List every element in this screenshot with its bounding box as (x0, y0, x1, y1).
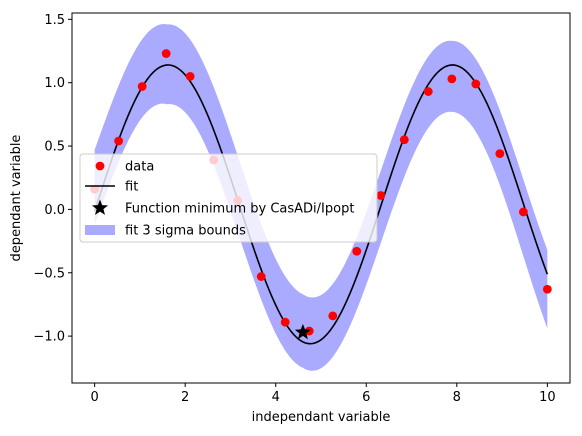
y-tick-label: −0.5 (33, 266, 65, 281)
x-tick-label: 8 (453, 390, 461, 405)
data-point (471, 79, 481, 89)
legend-box (79, 153, 378, 243)
data-point (376, 191, 386, 200)
data-point (495, 149, 505, 159)
y-axis-ticks: −1.0 −0.5 0.0 0.5 1.0 1.5 (33, 13, 72, 345)
y-tick-label: −1.0 (33, 330, 65, 345)
y-tick-label: 0.0 (44, 203, 65, 218)
x-axis-ticks: 0 2 4 6 8 10 (90, 383, 556, 405)
data-point (542, 284, 552, 294)
data-point (114, 136, 124, 146)
y-tick-label: 1.5 (44, 13, 65, 28)
data-point (352, 246, 362, 256)
x-tick-label: 4 (272, 390, 280, 405)
y-tick-label: 1.0 (44, 76, 65, 91)
data-point (328, 311, 338, 321)
data-point (137, 82, 147, 91)
sigma-band (94, 24, 548, 371)
x-tick-label: 0 (90, 390, 98, 405)
y-axis-label: dependant variable (9, 135, 24, 262)
axes-frame (71, 12, 571, 384)
legend-label: Function minimum by CasADi/Ipopt (125, 202, 354, 217)
fit-line (93, 64, 549, 345)
minimum-star-marker (294, 323, 311, 340)
data-point (280, 317, 290, 327)
legend-label: fit (125, 180, 138, 195)
legend-label: fit 3 sigma bounds (125, 224, 246, 239)
data-point (518, 207, 528, 217)
y-tick-label: 0.5 (44, 140, 65, 155)
legend: data fit Function minimum by CasADi/Ipopt f… (79, 153, 378, 243)
x-tick-label: 6 (362, 390, 370, 405)
data-point (447, 74, 457, 84)
legend-handle-data (95, 161, 105, 171)
legend-handle-band (85, 225, 115, 235)
data-point (161, 49, 171, 58)
x-axis-label: independant variable (252, 410, 391, 425)
data-point (185, 71, 195, 81)
x-tick-label: 10 (539, 390, 556, 405)
data-point (256, 272, 266, 281)
data-point (423, 87, 433, 96)
data-point (399, 135, 409, 145)
legend-handle-minimum (91, 199, 109, 215)
x-tick-label: 2 (181, 390, 189, 405)
legend-label: data (125, 160, 154, 175)
